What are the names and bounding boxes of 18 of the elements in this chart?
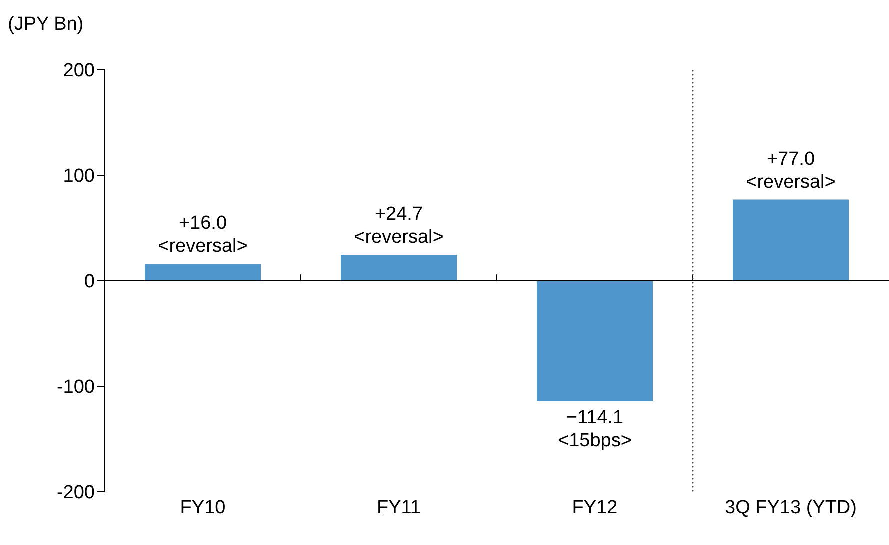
bar [145, 264, 261, 281]
data-label: +77.0 <reversal> [746, 148, 836, 193]
data-label: +16.0 <reversal> [158, 213, 248, 258]
data-label: −114.1 <15bps> [558, 407, 632, 452]
bar [537, 281, 653, 402]
y-tick-label: 200 [63, 60, 95, 82]
y-tick-label: -200 [56, 482, 95, 504]
y-tick-label: -100 [56, 377, 95, 398]
bar [733, 200, 849, 281]
x-tick-label: 3Q FY13 (YTD) [725, 497, 857, 518]
y-tick-label: 0 [84, 272, 95, 293]
x-tick-label: FY10 [180, 497, 226, 518]
x-tick-label: FY12 [572, 497, 618, 518]
bar [341, 254, 457, 281]
x-tick-label: FY11 [376, 497, 422, 518]
y-tick-label: 100 [63, 166, 95, 188]
y-axis-title: (JPY Bn) [8, 14, 84, 36]
data-label: +24.7 <reversal> [354, 204, 444, 248]
